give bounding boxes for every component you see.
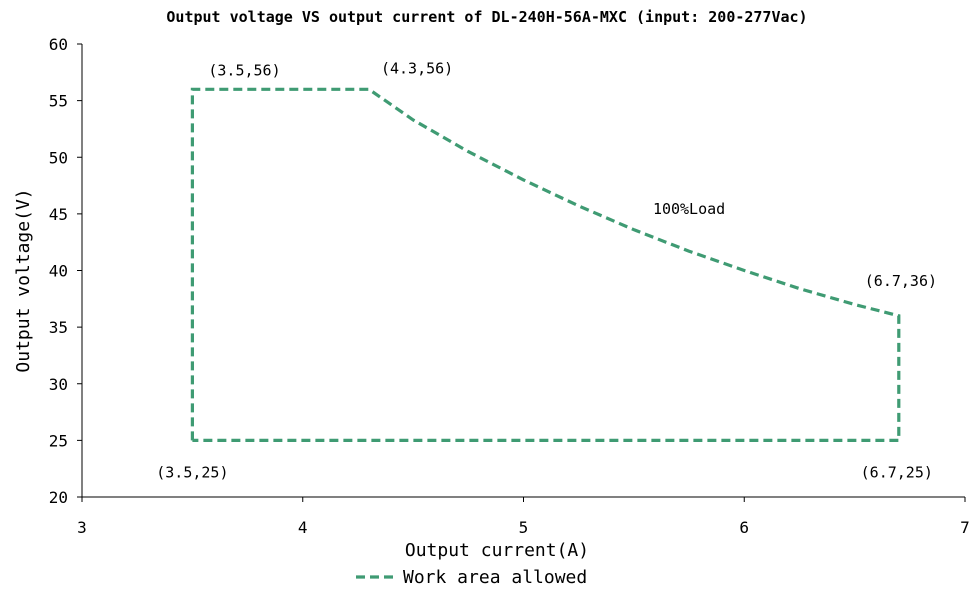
y-tick-label: 35 [49,318,68,337]
legend: Work area allowed [356,567,587,588]
y-tick-label: 55 [49,92,68,111]
annotation-label: 100%Load [653,200,725,218]
y-axis-ticks: 20 25 30 35 40 45 50 55 60 [49,35,82,507]
y-tick-label: 45 [49,205,68,224]
legend-label: Work area allowed [403,567,587,588]
y-axis-label: Output voltage(V) [13,188,34,372]
chart-title: Output voltage VS output current of DL-2… [166,8,807,26]
x-axis-label: Output current(A) [405,540,589,561]
y-tick-label: 30 [49,375,68,394]
x-tick-label: 3 [77,518,87,537]
annotation-label: (3.5,56) [208,61,280,79]
x-axis-ticks: 3 4 5 6 7 [77,497,970,537]
x-tick-label: 6 [739,518,749,537]
y-tick-label: 50 [49,148,68,167]
series-work-area-line [190,87,901,442]
y-tick-label: 20 [49,488,68,507]
annotation-label: (4.3,56) [381,59,453,77]
annotation-layer: (3.5,56) (4.3,56) 100%Load (6.7,36) (3.5,25)… [156,59,937,481]
x-tick-label: 7 [960,518,970,537]
y-tick-label: 40 [49,262,68,281]
y-tick-label: 60 [49,35,68,54]
series-layer [190,87,901,442]
annotation-label: (3.5,25) [156,463,228,481]
x-tick-label: 4 [298,518,308,537]
annotation-label: (6.7,25) [861,463,933,481]
y-tick-label: 25 [49,431,68,450]
x-tick-label: 5 [519,518,529,537]
annotation-label: (6.7,36) [865,272,937,290]
